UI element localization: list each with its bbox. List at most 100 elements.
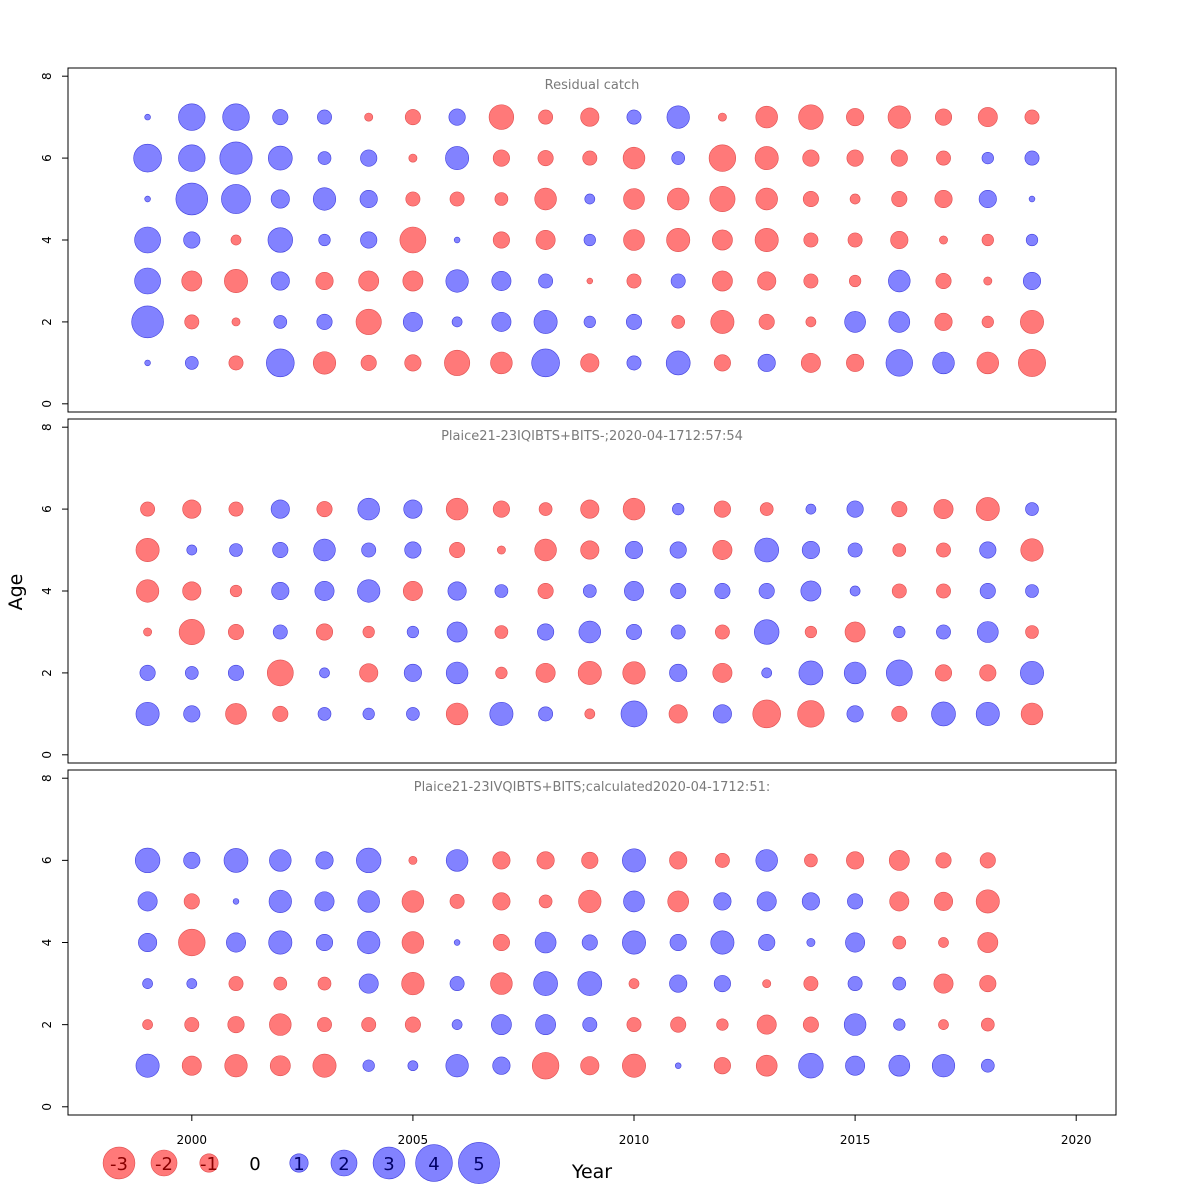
bubble-positive bbox=[885, 349, 913, 377]
bubble-positive bbox=[183, 231, 201, 249]
bubble-negative bbox=[887, 105, 911, 129]
bubble-negative bbox=[802, 149, 820, 167]
bubble-positive bbox=[449, 976, 465, 992]
bubble-positive bbox=[446, 621, 468, 643]
bubble-negative bbox=[798, 104, 824, 130]
bubble-positive bbox=[361, 542, 377, 558]
bubble-positive bbox=[183, 705, 201, 723]
bubble-negative bbox=[976, 351, 999, 375]
bubble-positive bbox=[713, 975, 731, 993]
bubble-positive bbox=[317, 109, 332, 125]
bubble-positive bbox=[674, 1062, 682, 1069]
bubble-positive bbox=[669, 541, 687, 559]
bubble-positive bbox=[761, 667, 773, 679]
bubble-negative bbox=[1020, 702, 1044, 726]
bubble-negative bbox=[182, 581, 202, 601]
legend-label: 2 bbox=[338, 1154, 349, 1175]
y-tick-label: 2 bbox=[40, 318, 54, 326]
bubble-positive bbox=[538, 706, 554, 722]
bubble-negative bbox=[848, 274, 862, 288]
bubble-positive bbox=[318, 233, 331, 247]
bubble-negative bbox=[444, 349, 471, 376]
bubble-negative bbox=[1024, 109, 1040, 125]
bubble-negative bbox=[266, 659, 294, 687]
bubble-negative bbox=[934, 108, 953, 126]
bubble-positive bbox=[623, 890, 645, 913]
bubble-positive bbox=[314, 581, 335, 601]
bubble-positive bbox=[624, 540, 644, 560]
legend-label: -3 bbox=[110, 1154, 128, 1175]
bubble-positive bbox=[671, 151, 686, 165]
bubble-negative bbox=[580, 107, 600, 127]
bubble-negative bbox=[360, 354, 377, 371]
bubble-negative bbox=[181, 270, 203, 292]
bubble-positive bbox=[975, 701, 1000, 726]
bubble-positive bbox=[314, 891, 335, 912]
x-axis-title: Year bbox=[571, 1161, 612, 1183]
bubble-negative bbox=[269, 1055, 291, 1077]
legend-bubble bbox=[150, 1149, 178, 1177]
bubble-negative bbox=[269, 1013, 292, 1036]
legend-bubble bbox=[102, 1146, 136, 1180]
bubble-negative bbox=[626, 1017, 642, 1033]
bubble-positive bbox=[932, 351, 955, 375]
bubble-positive bbox=[626, 109, 642, 125]
bubble-negative bbox=[229, 584, 243, 598]
bubble-positive bbox=[582, 584, 597, 598]
bubble-positive bbox=[358, 973, 379, 994]
bubble-negative bbox=[934, 312, 953, 331]
bubble-negative bbox=[936, 150, 951, 166]
bubble-negative bbox=[754, 228, 779, 252]
bubble-negative bbox=[804, 625, 818, 639]
legend-label: 1 bbox=[293, 1154, 304, 1175]
bubble-negative bbox=[983, 276, 993, 286]
bubble-negative bbox=[668, 704, 688, 724]
bubble-negative bbox=[227, 1016, 245, 1034]
y-tick-label: 8 bbox=[40, 774, 54, 782]
bubble-negative bbox=[273, 976, 288, 991]
bubble-negative bbox=[891, 705, 908, 722]
bubble-negative bbox=[135, 538, 160, 562]
bubble-negative bbox=[762, 979, 772, 989]
bubble-negative bbox=[358, 270, 380, 292]
bubble-negative bbox=[445, 702, 469, 726]
bubble-negative bbox=[581, 851, 599, 869]
bubble-positive bbox=[319, 667, 330, 679]
bubble-negative bbox=[805, 316, 817, 328]
bubble-positive bbox=[798, 660, 824, 686]
bubble-positive bbox=[445, 1054, 469, 1078]
bubble-positive bbox=[269, 849, 292, 872]
bubble-negative bbox=[535, 230, 556, 250]
bubble-positive bbox=[135, 701, 160, 726]
bubble-negative bbox=[977, 107, 998, 128]
bubble-positive bbox=[670, 273, 686, 289]
bubble-positive bbox=[533, 971, 558, 996]
bubble-negative bbox=[359, 663, 379, 683]
bubble-negative bbox=[537, 150, 554, 167]
bubble-positive bbox=[222, 103, 250, 131]
bubble-negative bbox=[757, 271, 777, 291]
bubble-negative bbox=[272, 705, 289, 722]
bubble-negative bbox=[181, 1055, 202, 1076]
bubble-positive bbox=[315, 933, 334, 952]
bubble-positive bbox=[755, 849, 778, 872]
bubble-negative bbox=[847, 232, 863, 248]
bubble-positive bbox=[888, 1054, 911, 1077]
bubble-positive bbox=[534, 931, 557, 954]
bubble-positive bbox=[843, 1013, 867, 1036]
bubble-negative bbox=[846, 108, 865, 127]
panel-title: Plaice21-23IQIBTS+BITS-;2020-04-1712:57:… bbox=[441, 429, 743, 444]
bubble-positive bbox=[270, 189, 290, 209]
bubble-negative bbox=[936, 583, 951, 599]
bubble-positive bbox=[232, 898, 240, 905]
bubble-positive bbox=[445, 849, 469, 872]
bubble-negative bbox=[888, 850, 910, 871]
y-tick-label: 6 bbox=[40, 154, 54, 162]
bubble-positive bbox=[448, 108, 466, 126]
bubble-positive bbox=[800, 580, 822, 602]
legend-label: 5 bbox=[473, 1154, 484, 1175]
bubble-negative bbox=[933, 891, 953, 911]
bubble-positive bbox=[713, 892, 732, 911]
bubble-negative bbox=[402, 581, 423, 601]
bubble-negative bbox=[933, 973, 954, 994]
